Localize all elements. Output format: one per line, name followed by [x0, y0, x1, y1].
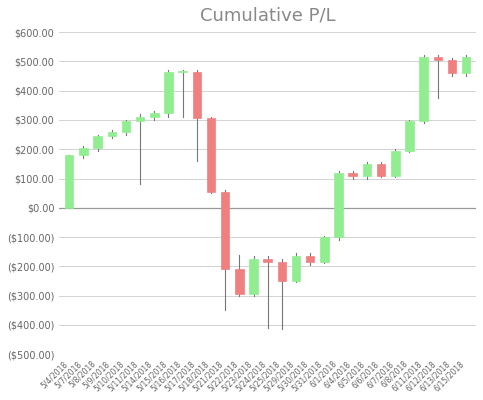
Bar	[263, 259, 272, 262]
Bar	[292, 256, 300, 281]
Bar	[178, 71, 187, 72]
Bar	[108, 132, 116, 136]
Bar	[320, 237, 328, 262]
Title: Cumulative P/L: Cumulative P/L	[200, 7, 336, 25]
Bar	[93, 136, 102, 148]
Bar	[164, 72, 173, 113]
Bar	[391, 151, 399, 176]
Bar	[65, 155, 73, 208]
Bar	[278, 262, 286, 281]
Bar	[348, 173, 357, 176]
Bar	[79, 148, 87, 155]
Bar	[419, 57, 428, 121]
Bar	[377, 164, 385, 176]
Bar	[334, 173, 343, 237]
Bar	[448, 60, 456, 73]
Bar	[136, 117, 144, 121]
Bar	[363, 164, 371, 176]
Bar	[249, 259, 258, 294]
Bar	[235, 269, 243, 294]
Bar	[306, 256, 314, 262]
Bar	[122, 121, 130, 132]
Bar	[462, 57, 470, 73]
Bar	[150, 113, 158, 117]
Bar	[434, 57, 442, 60]
Bar	[221, 192, 229, 269]
Bar	[405, 121, 413, 151]
Bar	[207, 118, 215, 192]
Bar	[193, 72, 201, 118]
